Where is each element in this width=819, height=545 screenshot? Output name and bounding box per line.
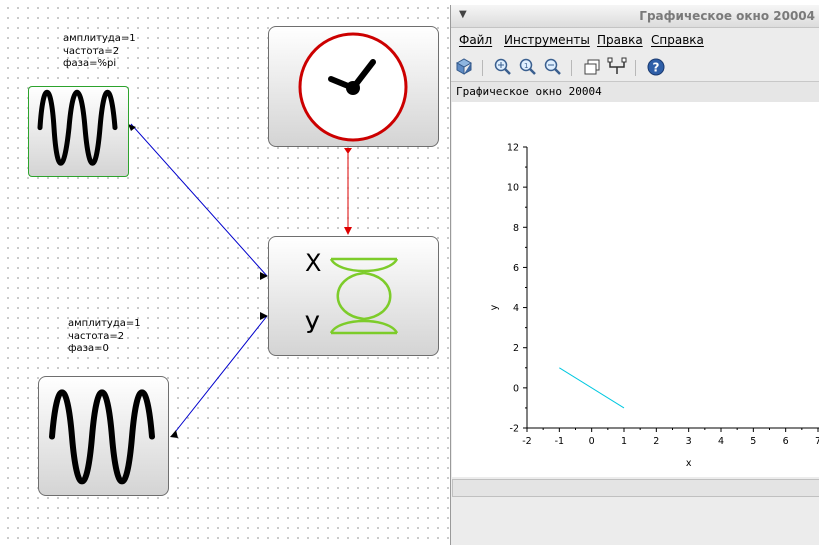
zoom-out-icon[interactable] — [543, 57, 563, 77]
rotate-icon[interactable] — [454, 57, 474, 77]
x-tick-label: 1 — [621, 436, 627, 447]
sine-wave-icon — [49, 389, 155, 485]
sine-block-1[interactable] — [28, 86, 129, 177]
svg-text:?: ? — [653, 61, 660, 75]
menu-tools[interactable]: Инструменты — [504, 33, 590, 47]
window-menu-icon[interactable]: ▼ — [459, 9, 467, 20]
x-tick-label: 3 — [686, 436, 692, 447]
link-sine2-to-scope[interactable] — [171, 315, 268, 437]
datatip-icon[interactable] — [607, 57, 627, 77]
sine2-params-label: амплитуда=1 частота=2 фаза=0 — [68, 318, 141, 354]
clock-icon — [298, 32, 408, 142]
menu-bar: Файл Инструменты Правка Справка — [451, 29, 819, 51]
x-tick-label: 6 — [783, 436, 789, 447]
y-tick-label: 8 — [513, 223, 519, 234]
zoom-icon[interactable] — [493, 57, 513, 77]
y-axis-label: y — [489, 304, 500, 310]
toolbar: 1 ? — [451, 54, 819, 80]
y-tick-label: 4 — [513, 303, 519, 314]
figure-icon[interactable] — [582, 57, 602, 77]
menu-file[interactable]: Файл — [459, 33, 493, 47]
y-tick-label: 0 — [513, 383, 519, 394]
clock-output-port[interactable] — [344, 148, 352, 154]
help-icon[interactable]: ? — [646, 57, 666, 77]
sine1-output-port[interactable] — [128, 124, 136, 131]
y-tick-label: 10 — [507, 183, 519, 194]
y-tick-label: 2 — [513, 343, 519, 354]
x-tick-label: 5 — [750, 436, 756, 447]
x-tick-label: -2 — [522, 436, 531, 447]
menu-edit[interactable]: Правка — [597, 33, 643, 47]
x-tick-label: 7 — [815, 436, 819, 447]
clock-block[interactable] — [268, 26, 439, 147]
sine-wave-icon — [37, 90, 118, 166]
graphic-window: ▼ Графическое окно 20004 Файл Инструмент… — [450, 5, 819, 545]
figure-caption-text: Графическое окно 20004 — [456, 85, 602, 98]
lissajous-icon — [329, 257, 399, 335]
sine-block-2[interactable] — [38, 376, 169, 496]
figure-caption: Графическое окно 20004 — [451, 81, 819, 102]
sine1-params-label: амплитуда=1 частота=2 фаза=%pi — [63, 33, 136, 69]
x-tick-label: 4 — [718, 436, 724, 447]
scope-input-port-x[interactable] — [260, 272, 268, 280]
x-tick-label: -1 — [555, 436, 564, 447]
window-title: Графическое окно 20004 — [639, 9, 815, 23]
x-tick-label: 0 — [589, 436, 595, 447]
scope-y-label: У — [305, 311, 320, 339]
status-bar — [452, 479, 819, 497]
svg-text:1: 1 — [524, 62, 528, 70]
menu-help[interactable]: Справка — [651, 33, 704, 47]
zoom-reset-icon[interactable]: 1 — [518, 57, 538, 77]
link-sine1-to-scope[interactable] — [130, 123, 268, 277]
x-axis-label: x — [686, 458, 692, 469]
y-tick-label: -2 — [510, 424, 519, 435]
xy-scope-block[interactable]: X У — [268, 236, 439, 356]
x-tick-label: 2 — [653, 436, 659, 447]
window-titlebar[interactable]: ▼ Графическое окно 20004 — [451, 5, 819, 28]
scope-input-port-y[interactable] — [260, 312, 268, 320]
y-tick-label: 12 — [507, 143, 519, 154]
plot-area[interactable]: -2 -1 0 1 2 3 4 5 6 7 -2 0 2 4 6 8 10 12 x y — [452, 102, 819, 477]
y-tick-label: 6 — [513, 263, 519, 274]
series-line — [559, 367, 625, 409]
sine2-output-port[interactable] — [170, 430, 178, 438]
scope-x-label: X — [305, 249, 322, 277]
